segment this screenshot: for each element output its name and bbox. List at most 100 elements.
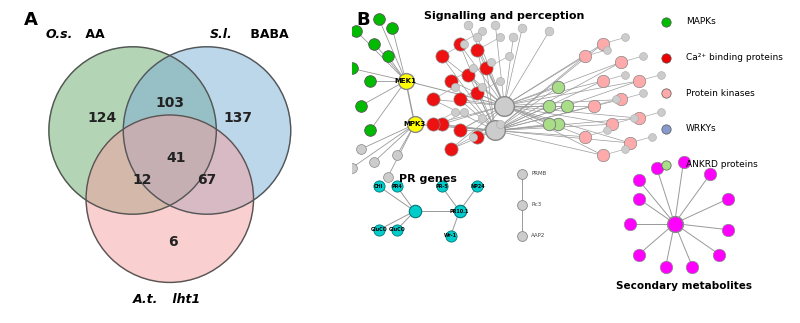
Point	[408, 209, 421, 214]
Point	[466, 66, 479, 71]
Point	[637, 91, 650, 96]
Point	[373, 184, 386, 189]
Point	[449, 85, 462, 90]
Text: S.l.: S.l.	[210, 28, 233, 41]
Text: GluCO: GluCO	[389, 227, 405, 232]
Point	[601, 128, 614, 133]
Point	[632, 178, 645, 183]
Point	[668, 221, 681, 226]
Point	[390, 227, 403, 232]
Point	[390, 153, 403, 158]
Point	[386, 26, 398, 31]
Text: 137: 137	[223, 111, 253, 125]
Text: AAP2: AAP2	[531, 234, 546, 238]
Point	[516, 171, 529, 176]
Point	[382, 54, 394, 59]
Text: MEK1: MEK1	[395, 78, 417, 84]
Text: BABA: BABA	[246, 28, 288, 41]
Text: Signalling and perception: Signalling and perception	[424, 11, 585, 21]
Text: CHI: CHI	[374, 184, 384, 189]
Point	[601, 47, 614, 52]
Point	[453, 41, 466, 46]
Point	[632, 78, 645, 83]
Point	[552, 85, 565, 90]
Point	[619, 147, 632, 152]
Point	[659, 19, 672, 25]
Point	[350, 29, 363, 34]
Point	[435, 184, 448, 189]
Point	[435, 122, 448, 127]
Point	[587, 103, 600, 108]
Point	[614, 97, 627, 102]
Point	[722, 227, 734, 232]
Point	[498, 103, 510, 108]
Point	[628, 116, 641, 121]
Point	[578, 134, 591, 139]
Point	[619, 35, 632, 40]
Point	[597, 153, 610, 158]
Point	[363, 128, 376, 133]
Point	[704, 171, 717, 176]
Point	[408, 122, 421, 127]
Point	[453, 209, 466, 214]
Text: AA: AA	[82, 28, 105, 41]
Point	[363, 78, 376, 83]
Text: O.s.: O.s.	[46, 28, 73, 41]
Point	[489, 23, 502, 28]
Point	[368, 159, 381, 164]
Point	[399, 78, 412, 83]
Point	[435, 54, 448, 59]
Point	[471, 91, 484, 96]
Point	[444, 233, 457, 238]
Point	[471, 134, 484, 139]
Point	[632, 116, 645, 121]
Point	[471, 47, 484, 52]
Circle shape	[86, 115, 254, 282]
Text: GluCO: GluCO	[370, 227, 387, 232]
Point	[632, 196, 645, 201]
Point	[346, 66, 358, 71]
Text: ANKRD proteins: ANKRD proteins	[686, 160, 758, 169]
Point	[426, 122, 439, 127]
Text: 6: 6	[168, 235, 178, 249]
Point	[637, 54, 650, 59]
Point	[516, 202, 529, 207]
Point	[444, 147, 457, 152]
Point	[489, 128, 502, 133]
Text: PRMB: PRMB	[531, 172, 546, 176]
Point	[614, 60, 627, 65]
Text: A: A	[24, 11, 38, 29]
Point	[449, 109, 462, 114]
Point	[458, 41, 470, 46]
Point	[542, 29, 555, 34]
Point	[507, 35, 520, 40]
Point	[686, 264, 699, 269]
Point	[542, 122, 555, 127]
Text: NP24: NP24	[470, 184, 485, 189]
Point	[632, 252, 645, 257]
Point	[368, 41, 381, 46]
Text: MPK3: MPK3	[403, 121, 426, 127]
Point	[373, 16, 386, 21]
Point	[480, 66, 493, 71]
Point	[462, 72, 475, 77]
Point	[444, 78, 457, 83]
Text: Secondary metabolites: Secondary metabolites	[615, 281, 751, 291]
Text: PR4: PR4	[391, 184, 402, 189]
Point	[453, 128, 466, 133]
Point	[462, 23, 475, 28]
Text: 124: 124	[87, 111, 116, 125]
Point	[597, 78, 610, 83]
Text: lht1: lht1	[168, 293, 201, 306]
Point	[722, 196, 734, 201]
Point	[475, 29, 488, 34]
Text: A.t.: A.t.	[133, 293, 158, 306]
Point	[659, 55, 672, 60]
Point	[466, 134, 479, 139]
Point	[354, 147, 367, 152]
Point	[578, 54, 591, 59]
Point	[650, 165, 663, 170]
Text: Rc3: Rc3	[531, 203, 542, 207]
Point	[561, 103, 574, 108]
Text: PR-5: PR-5	[435, 184, 448, 189]
